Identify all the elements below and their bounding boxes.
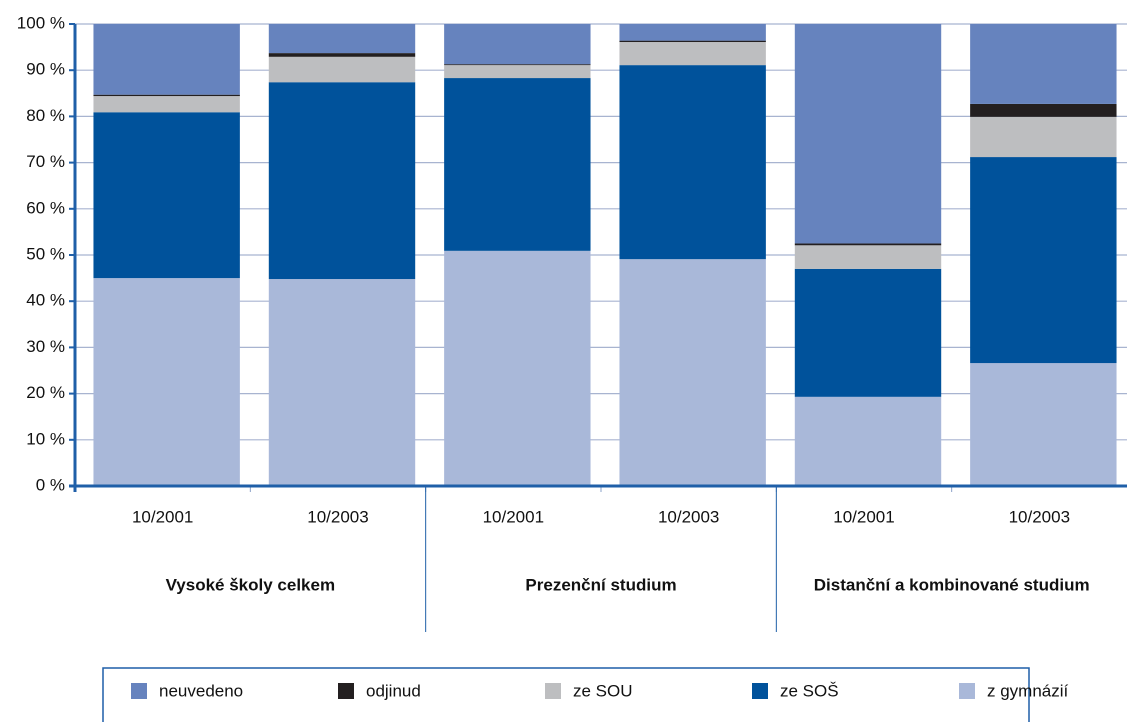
legend-label: z gymnázií (987, 681, 1069, 700)
y-tick-label: 100 % (17, 13, 65, 32)
bar-segment (93, 94, 240, 97)
bar-segment (93, 24, 240, 95)
bar-segment (970, 116, 1117, 158)
legend-swatch (131, 683, 147, 699)
y-tick-label: 20 % (26, 383, 65, 402)
bar-segment (794, 243, 942, 246)
group-label: Prezenční studium (525, 575, 676, 594)
bar-segment (444, 250, 591, 486)
bar-segment (268, 279, 416, 486)
x-tick-label: 10/2003 (658, 507, 719, 526)
y-tick-label: 40 % (26, 291, 65, 310)
y-tick-label: 30 % (26, 337, 65, 356)
bar-segment (93, 112, 240, 279)
bar-segment (619, 42, 766, 66)
x-tick-label: 10/2003 (307, 507, 368, 526)
legend-label: ze SOU (573, 681, 633, 700)
y-tick-label: 10 % (26, 429, 65, 448)
legend-swatch (752, 683, 768, 699)
bar-segment (970, 103, 1117, 117)
bar-segment (619, 65, 766, 260)
bar-segment (794, 396, 942, 486)
legend-box (102, 667, 1030, 722)
bar-segment (970, 157, 1117, 364)
legend-label: odjinud (366, 681, 421, 700)
y-tick-label: 50 % (26, 244, 65, 263)
bar-segment (268, 24, 416, 54)
bar-segment (970, 363, 1117, 486)
bar-segment (444, 24, 591, 65)
bar-segment (794, 245, 942, 269)
bar-segment (619, 40, 766, 43)
legend-swatch (959, 683, 975, 699)
y-tick-label: 80 % (26, 106, 65, 125)
bar-segment (268, 53, 416, 57)
bar-segment (794, 24, 942, 244)
x-tick-label: 10/2003 (1009, 507, 1070, 526)
bar-segment (268, 82, 416, 280)
bar-segment (93, 96, 240, 113)
bar-segment (93, 278, 240, 486)
bar-segment (619, 259, 766, 486)
y-tick-label: 60 % (26, 198, 65, 217)
bar-segment (444, 65, 591, 79)
x-tick-label: 10/2001 (483, 507, 544, 526)
bar-segment (444, 64, 591, 66)
x-tick-label: 10/2001 (833, 507, 894, 526)
legend-label: ze SOŠ (780, 681, 839, 700)
group-label: Vysoké školy celkem (166, 575, 336, 594)
legend-swatch (545, 683, 561, 699)
x-tick-label: 10/2001 (132, 507, 193, 526)
group-label: Distanční a kombinované studium (814, 575, 1090, 594)
bar-segment (619, 24, 766, 41)
bar-segment (444, 78, 591, 251)
bar-segment (794, 268, 942, 397)
legend-swatch (338, 683, 354, 699)
bar-segment (268, 56, 416, 83)
legend-label: neuvedeno (159, 681, 243, 700)
y-tick-label: 70 % (26, 152, 65, 171)
bar-segment (970, 24, 1117, 104)
y-tick-label: 90 % (26, 60, 65, 79)
y-tick-label: 0 % (36, 475, 65, 494)
